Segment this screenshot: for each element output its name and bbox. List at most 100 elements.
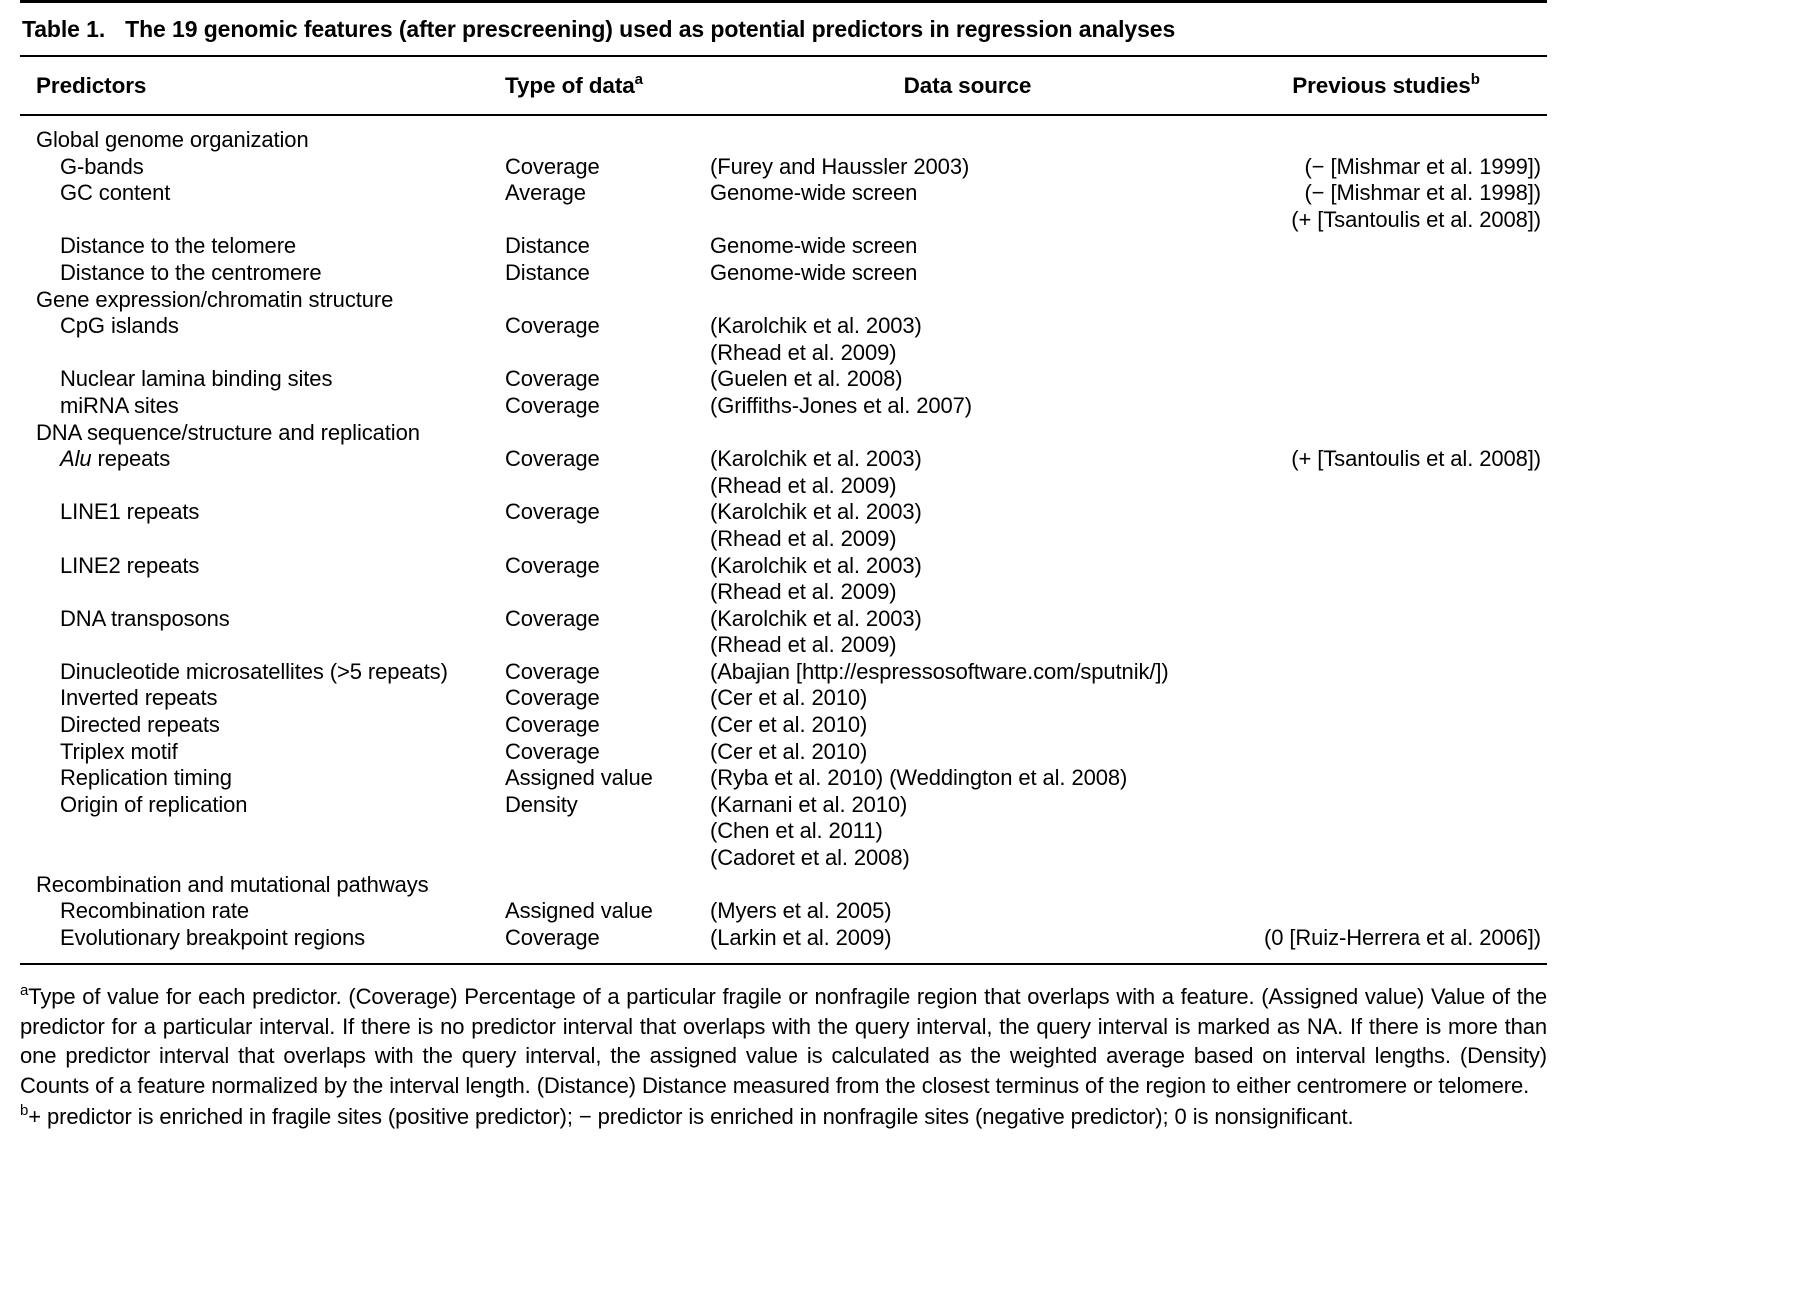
data-source-line: (Karolchik et al. 2003) (710, 552, 922, 578)
table-row: Distance to the centromere Distance Genome… (20, 260, 1547, 287)
type-of-data-cell: Average (505, 180, 586, 206)
table-row: LINE2 repeats Coverage (Karolchik et al. 2… (20, 553, 1547, 606)
previous-studies-cell (1225, 685, 1547, 712)
data-source-line: (Chen et al. 2011) (710, 818, 883, 844)
section-header: Gene expression/chromatin structure (36, 286, 394, 312)
table-row: miRNA sites Coverage (Griffiths-Jones et a… (20, 393, 1547, 420)
table-row: Replication timing Assigned value (Ryba et… (20, 765, 1547, 792)
type-of-data-cell: Coverage (505, 738, 600, 764)
predictor-cell: Nuclear lamina binding sites (60, 366, 333, 392)
table-body: Global genome organization G-bands Coverag… (20, 116, 1547, 963)
predictor-cell: GC content (60, 180, 171, 206)
column-header-type-of-data: Type of dataa (505, 71, 710, 101)
data-source-cell: (Griffiths-Jones et al. 2007) (710, 393, 1225, 420)
top-rule (20, 0, 1547, 3)
predictor-cell: CpG islands (60, 313, 179, 339)
data-source-cell: (Karolchik et al. 2003) (Rhead et al. 200… (710, 606, 1225, 659)
table-row: Nuclear lamina binding sites Coverage (Gue… (20, 366, 1547, 393)
table-content: Table 1. The 19 genomic features (after p… (20, 0, 1547, 1132)
data-source-line: (Griffiths-Jones et al. 2007) (710, 392, 973, 418)
column-header-type-sup: a (634, 70, 643, 88)
predictor-cell: Replication timing (60, 765, 232, 791)
previous-studies-cell (1225, 393, 1547, 420)
section-header: DNA sequence/structure and replication (36, 419, 420, 445)
column-header-previous-label: Previous studies (1292, 73, 1471, 98)
data-source-cell: (Cer et al. 2010) (710, 739, 1225, 766)
table-row: Evolutionary breakpoint regions Coverage (… (20, 925, 1547, 952)
data-source-cell: (Cer et al. 2010) (710, 685, 1225, 712)
previous-study-line: (0 [Ruiz-Herrera et al. 2006]) (1264, 924, 1541, 950)
data-source-line: (Guelen et al. 2008) (710, 366, 903, 392)
footnote-b: b+ predictor is enriched in fragile site… (20, 1102, 1547, 1132)
data-source-line: (Rhead et al. 2009) (710, 525, 897, 551)
data-source-line: (Karolchik et al. 2003) (710, 605, 922, 631)
previous-studies-cell (1225, 553, 1547, 606)
predictor-cell: Directed repeats (60, 712, 220, 738)
predictor-cell: Recombination rate (60, 898, 249, 924)
previous-studies-cell (1225, 366, 1547, 393)
data-source-line: (Cer et al. 2010) (710, 685, 868, 711)
previous-studies-cell (1225, 739, 1547, 766)
previous-studies-cell (1225, 659, 1547, 686)
data-source-cell: (Karnani et al. 2010) (Chen et al. 2011)(… (710, 792, 1225, 872)
predictor-cell: Distance to the centromere (60, 259, 322, 285)
data-source-cell: (Furey and Haussler 2003) (710, 154, 1225, 181)
title-divider (20, 55, 1547, 57)
table-row: Triplex motif Coverage (Cer et al. 2010) (20, 739, 1547, 766)
data-source-cell: Genome-wide screen (710, 260, 1225, 287)
table-row: Origin of replication Density (Karnani et … (20, 792, 1547, 872)
type-of-data-cell: Assigned value (505, 898, 653, 924)
column-header-previous-studies: Previous studiesb (1225, 71, 1547, 101)
data-source-line: (Karnani et al. 2010) (710, 791, 908, 817)
footnote-a: aType of value for each predictor. (Cove… (20, 982, 1547, 1100)
table-row: CpG islands Coverage (Karolchik et al. 200… (20, 313, 1547, 366)
type-of-data-cell: Distance (505, 233, 590, 259)
column-header-predictors: Predictors (20, 71, 505, 101)
type-of-data-cell: Coverage (505, 552, 600, 578)
data-source-line: (Cadoret et al. 2008) (710, 845, 910, 871)
data-source-line: (Rhead et al. 2009) (710, 632, 897, 658)
column-header-previous-sup: b (1470, 70, 1480, 88)
type-of-data-cell: Coverage (505, 685, 600, 711)
data-source-line: (Rhead et al. 2009) (710, 339, 897, 365)
predictor-cell: miRNA sites (60, 392, 179, 418)
data-source-cell: (Larkin et al. 2009) (710, 925, 1225, 952)
type-of-data-cell: Coverage (505, 392, 600, 418)
type-of-data-cell: Coverage (505, 658, 600, 684)
data-source-cell: (Guelen et al. 2008) (710, 366, 1225, 393)
previous-studies-cell (1225, 313, 1547, 366)
data-source-line: (Abajian [http://espressosoftware.com/sp… (710, 658, 1169, 684)
predictor-cell: LINE2 repeats (60, 552, 200, 578)
type-of-data-cell: Coverage (505, 712, 600, 738)
section-header: Recombination and mutational pathways (36, 871, 429, 897)
predictor-cell: LINE1 repeats (60, 499, 200, 525)
data-source-line: (Rhead et al. 2009) (710, 472, 897, 498)
table-title: Table 1. The 19 genomic features (after p… (20, 3, 1547, 55)
previous-study-line: (− [Mishmar et al. 1999]) (1304, 153, 1541, 179)
previous-study-line: (+ [Tsantoulis et al. 2008]) (1291, 206, 1541, 232)
data-source-cell: (Cer et al. 2010) (710, 712, 1225, 739)
data-source-cell: (Karolchik et al. 2003) (Rhead et al. 200… (710, 446, 1225, 499)
data-source-line: (Rhead et al. 2009) (710, 579, 897, 605)
footnote-b-text: + predictor is enriched in fragile sites… (28, 1104, 1354, 1130)
previous-studies-cell (1225, 898, 1547, 925)
previous-studies-cell: (0 [Ruiz-Herrera et al. 2006]) (1225, 925, 1547, 952)
data-source-line: Genome-wide screen (710, 180, 918, 206)
data-source-line: (Karolchik et al. 2003) (710, 446, 922, 472)
data-source-line: (Ryba et al. 2010) (Weddington et al. 20… (710, 765, 1128, 791)
predictor-cell: Inverted repeats (60, 685, 218, 711)
data-source-cell: (Myers et al. 2005) (710, 898, 1225, 925)
previous-studies-cell (1225, 712, 1547, 739)
data-source-cell: (Abajian [http://espressosoftware.com/sp… (710, 659, 1225, 686)
previous-studies-cell (1225, 765, 1547, 792)
column-header-data-source: Data source (710, 71, 1225, 101)
data-source-cell: (Karolchik et al. 2003) (Rhead et al. 200… (710, 499, 1225, 552)
type-of-data-cell: Coverage (505, 605, 600, 631)
previous-studies-cell (1225, 260, 1547, 287)
header-divider (20, 114, 1547, 116)
table-row: Directed repeats Coverage (Cer et al. 2010… (20, 712, 1547, 739)
table-row: Alu repeats Coverage (Karolchik et al. 200… (20, 446, 1547, 499)
type-of-data-cell: Density (505, 791, 578, 817)
previous-studies-cell (1225, 606, 1547, 659)
